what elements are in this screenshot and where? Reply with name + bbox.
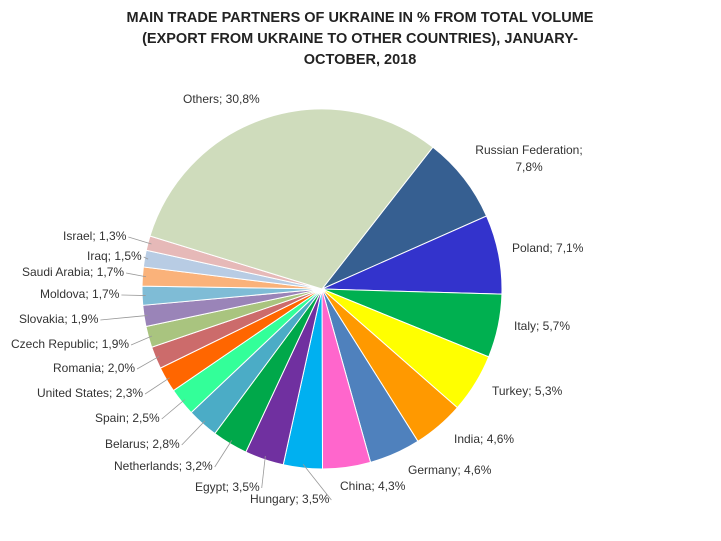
slice-label: Germany; 4,6%	[408, 463, 492, 477]
slice-label: Turkey; 5,3%	[492, 384, 563, 398]
slice-label: Netherlands; 3,2%	[114, 459, 213, 473]
slice-label: Poland; 7,1%	[512, 241, 584, 255]
leader-line	[136, 356, 160, 370]
slice-label: Slovakia; 1,9%	[19, 312, 99, 326]
leader-line	[181, 420, 206, 446]
leader-line	[143, 256, 149, 260]
leader-line	[128, 236, 152, 245]
slice-label: Egypt; 3,5%	[195, 480, 260, 494]
slice-label: India; 4,6%	[454, 432, 514, 446]
slice-label: Saudi Arabia; 1,7%	[22, 265, 124, 279]
leader-line	[126, 272, 147, 278]
leader-line	[214, 440, 233, 468]
leader-line	[100, 315, 148, 321]
slice-label: Moldova; 1,7%	[40, 287, 120, 301]
slice-label: Czech Republic; 1,9%	[11, 337, 129, 351]
slice-label: Belarus; 2,8%	[105, 437, 180, 451]
pie-slice	[149, 108, 434, 290]
slice-label: Spain; 2,5%	[95, 411, 160, 425]
slice-label: China; 4,3%	[340, 479, 406, 493]
slice-label: Italy; 5,7%	[514, 319, 570, 333]
slice-label: Russian Federation; 7,8%	[475, 143, 583, 174]
leader-line	[302, 464, 332, 501]
leader-line	[261, 456, 266, 489]
slice-label: United States; 2,3%	[37, 386, 143, 400]
leader-line	[121, 294, 146, 296]
chart-title: MAIN TRADE PARTNERS OF UKRAINE IN % FROM…	[126, 10, 594, 68]
slice-label: Romania; 2,0%	[53, 361, 135, 375]
slice-label: Israel; 1,3%	[63, 229, 127, 243]
leader-line	[144, 377, 170, 395]
slice-label: Others; 30,8%	[183, 92, 260, 106]
leader-line	[130, 335, 153, 346]
leader-line	[161, 399, 185, 420]
slice-label: Hungary; 3,5%	[250, 492, 330, 506]
slice-label: Iraq; 1,5%	[87, 249, 142, 263]
